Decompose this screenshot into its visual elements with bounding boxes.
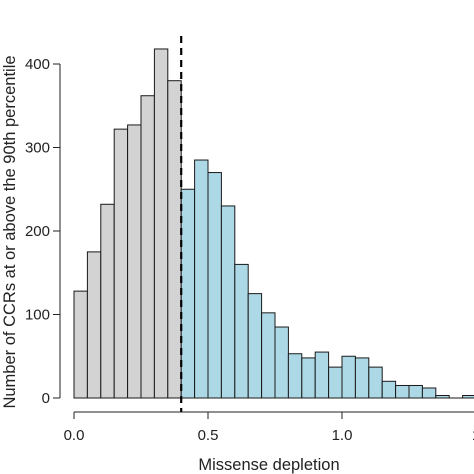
histogram-bar xyxy=(274,326,289,399)
x-tick-label: 1.0 xyxy=(332,427,353,444)
y-tick-label: 400 xyxy=(25,56,50,73)
y-tick-label: 200 xyxy=(25,223,50,240)
histogram-bar xyxy=(408,384,423,399)
y-tick-label: 100 xyxy=(25,307,50,324)
histogram-bar xyxy=(421,387,437,399)
histogram-bar xyxy=(100,203,115,399)
histogram-bar xyxy=(207,172,222,399)
histogram-bar xyxy=(86,251,102,399)
x-axis: 0.0 0.5 1.0 1 xyxy=(64,411,474,444)
histogram-bar xyxy=(140,95,155,399)
x-axis-label: Missense depletion xyxy=(198,456,339,474)
histogram-bar xyxy=(395,384,410,399)
histogram-bars xyxy=(73,48,474,399)
y-tick-label: 0 xyxy=(42,390,50,407)
x-tick-label: 1 xyxy=(472,427,474,444)
histogram-bar xyxy=(194,159,209,399)
x-tick-label: 0.0 xyxy=(64,427,85,444)
histogram-bar xyxy=(167,80,182,399)
histogram-bar xyxy=(113,128,129,399)
histogram-bar xyxy=(73,290,88,399)
histogram-bar xyxy=(381,380,397,399)
histogram-bar xyxy=(261,312,276,399)
histogram-bar xyxy=(462,395,474,399)
histogram-bar xyxy=(287,353,303,399)
histogram-bar xyxy=(247,293,263,399)
histogram-bar xyxy=(180,188,196,399)
histogram-bar xyxy=(435,395,450,399)
y-tick-label: 300 xyxy=(25,140,50,157)
histogram-bar xyxy=(354,357,370,399)
histogram-bar xyxy=(328,366,343,399)
y-axis: 0 100 200 300 400 xyxy=(25,56,61,407)
histogram-bar xyxy=(153,48,169,399)
histogram-bar xyxy=(301,357,316,399)
histogram-bar xyxy=(127,124,142,399)
y-axis-label: Number of CCRs at or above the 90th perc… xyxy=(1,55,19,408)
x-tick-label: 0.5 xyxy=(198,427,219,444)
histogram-bar xyxy=(234,263,249,399)
histogram-bar xyxy=(314,351,330,399)
histogram-bar xyxy=(341,355,356,399)
histogram-bar xyxy=(220,205,236,399)
histogram-bar xyxy=(368,366,383,399)
